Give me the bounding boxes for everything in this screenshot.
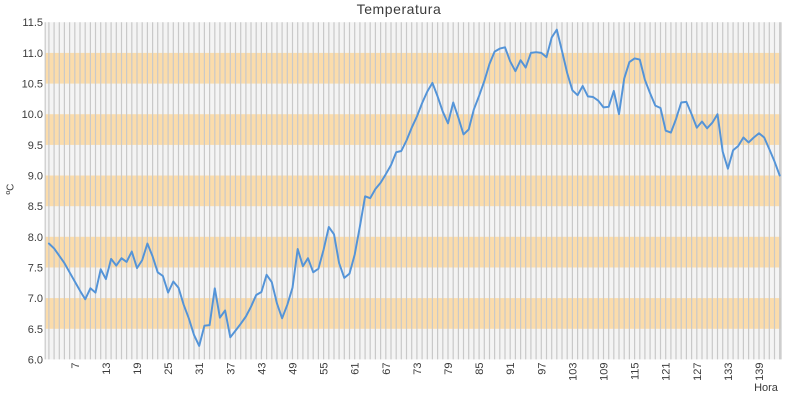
svg-text:7: 7 [70, 363, 82, 369]
svg-text:9.0: 9.0 [28, 171, 43, 183]
svg-text:13: 13 [101, 363, 113, 375]
svg-text:103: 103 [567, 363, 579, 381]
svg-text:7.5: 7.5 [28, 262, 43, 274]
svg-text:Hora: Hora [754, 382, 779, 394]
svg-text:79: 79 [443, 363, 455, 375]
svg-text:10.5: 10.5 [22, 79, 43, 91]
svg-text:109: 109 [599, 363, 611, 381]
svg-text:49: 49 [288, 363, 300, 375]
svg-text:10.0: 10.0 [22, 109, 43, 121]
svg-text:ºC: ºC [6, 184, 17, 195]
svg-text:9.5: 9.5 [28, 140, 43, 152]
svg-text:121: 121 [661, 363, 673, 381]
svg-text:8.5: 8.5 [28, 201, 43, 213]
svg-text:73: 73 [412, 363, 424, 375]
svg-text:115: 115 [630, 363, 642, 381]
svg-text:31: 31 [194, 363, 206, 375]
svg-text:19: 19 [132, 363, 144, 375]
svg-text:127: 127 [692, 363, 704, 381]
svg-text:Temperatura: Temperatura [357, 1, 442, 17]
svg-text:85: 85 [474, 363, 486, 375]
svg-text:25: 25 [163, 363, 175, 375]
svg-text:11.5: 11.5 [22, 17, 43, 29]
svg-text:8.0: 8.0 [28, 232, 43, 244]
svg-text:11.0: 11.0 [22, 48, 43, 60]
svg-text:43: 43 [256, 363, 268, 375]
svg-text:6.0: 6.0 [28, 354, 43, 366]
svg-text:61: 61 [350, 363, 362, 375]
svg-text:55: 55 [319, 363, 331, 375]
svg-text:7.0: 7.0 [28, 293, 43, 305]
svg-text:97: 97 [536, 363, 548, 375]
svg-text:67: 67 [381, 363, 393, 375]
svg-text:37: 37 [225, 363, 237, 375]
svg-text:6.5: 6.5 [28, 324, 43, 336]
svg-text:139: 139 [754, 363, 766, 381]
svg-text:133: 133 [723, 363, 735, 381]
svg-text:91: 91 [505, 363, 517, 375]
